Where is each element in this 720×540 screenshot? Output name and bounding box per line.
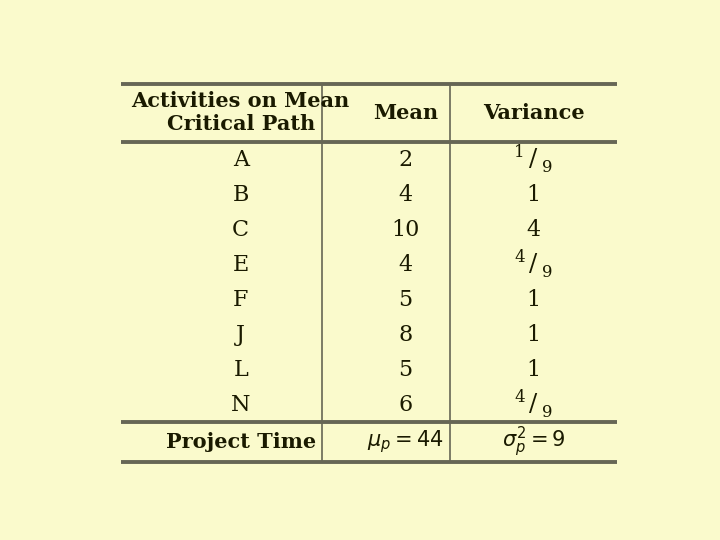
Text: 4: 4 <box>398 254 413 275</box>
Text: Activities on Mean
Critical Path: Activities on Mean Critical Path <box>132 91 350 134</box>
Text: 1: 1 <box>526 323 541 346</box>
Text: 4: 4 <box>526 219 541 241</box>
Text: $\mu_p = 44$: $\mu_p = 44$ <box>367 429 444 455</box>
Text: Mean: Mean <box>373 103 438 123</box>
Text: 9: 9 <box>542 403 553 421</box>
Text: /: / <box>529 148 538 171</box>
Text: Variance: Variance <box>483 103 585 123</box>
Text: 1: 1 <box>514 144 525 161</box>
Text: /: / <box>529 393 538 416</box>
Text: 2: 2 <box>398 148 413 171</box>
Text: 4: 4 <box>398 184 413 206</box>
Text: F: F <box>233 289 248 310</box>
Text: 8: 8 <box>398 323 413 346</box>
Text: 4: 4 <box>514 389 525 406</box>
Text: E: E <box>233 254 249 275</box>
Text: $\sigma_p^2 = 9$: $\sigma_p^2 = 9$ <box>502 425 565 459</box>
Text: J: J <box>236 323 245 346</box>
Text: B: B <box>233 184 249 206</box>
Text: L: L <box>233 359 248 381</box>
Text: 1: 1 <box>526 359 541 381</box>
Text: 10: 10 <box>391 219 420 241</box>
Text: 9: 9 <box>542 264 553 281</box>
Text: N: N <box>231 394 251 416</box>
Text: 5: 5 <box>398 289 413 310</box>
Text: 1: 1 <box>526 289 541 310</box>
Text: Project Time: Project Time <box>166 432 316 452</box>
Text: A: A <box>233 148 248 171</box>
Text: 4: 4 <box>514 249 525 266</box>
Text: /: / <box>529 253 538 276</box>
Text: 9: 9 <box>542 159 553 176</box>
Text: 5: 5 <box>398 359 413 381</box>
Text: 1: 1 <box>526 184 541 206</box>
Text: C: C <box>232 219 249 241</box>
Text: 6: 6 <box>398 394 413 416</box>
